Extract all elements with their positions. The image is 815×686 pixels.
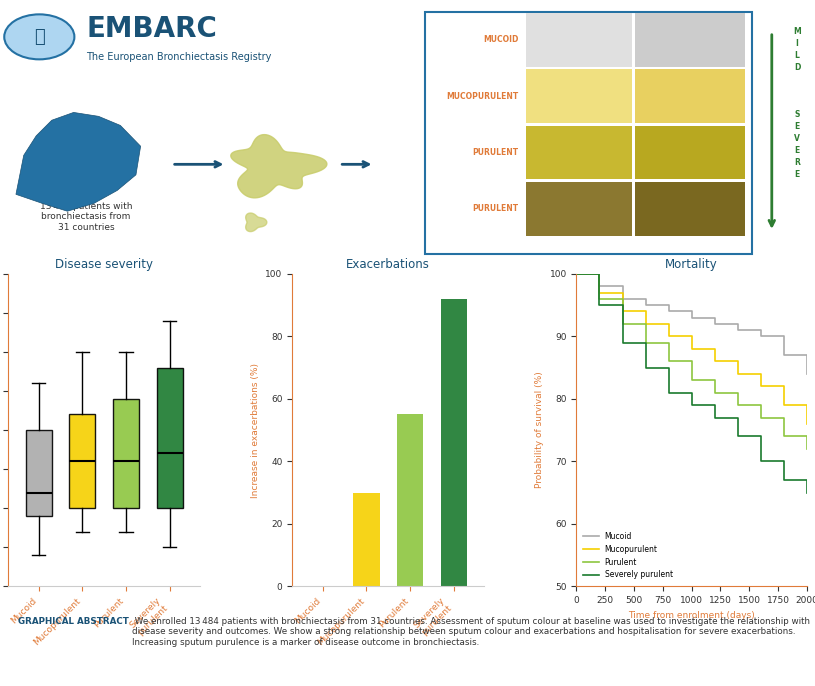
- Purulent: [618, 320, 628, 328]
- Mucoid: [595, 282, 605, 290]
- Title: Mortality: Mortality: [665, 258, 718, 271]
- Purulent: [571, 270, 581, 278]
- Mucopurulent: [663, 332, 673, 340]
- Bar: [636, 69, 745, 123]
- Text: L: L: [795, 51, 800, 60]
- Severely purulent: [571, 270, 581, 278]
- Severely purulent: [641, 364, 650, 372]
- Bar: [441, 299, 467, 587]
- Bar: [636, 126, 745, 179]
- Legend: Mucoid, Mucopurulent, Purulent, Severely purulent: Mucoid, Mucopurulent, Purulent, Severely…: [580, 529, 676, 582]
- Severely purulent: [710, 414, 720, 422]
- Text: I: I: [795, 39, 799, 48]
- PathPatch shape: [25, 430, 52, 516]
- Bar: [526, 13, 632, 67]
- Severely purulent: [802, 488, 812, 497]
- Mucoid: [687, 314, 697, 322]
- Bar: [425, 12, 752, 255]
- Bar: [526, 182, 632, 235]
- Text: 🫁: 🫁: [34, 28, 45, 46]
- Bar: [636, 182, 745, 235]
- Text: The European Bronchiectasis Registry: The European Bronchiectasis Registry: [86, 52, 271, 62]
- Mucopurulent: [756, 382, 765, 390]
- Text: S: S: [795, 110, 800, 119]
- Mucoid: [756, 332, 765, 340]
- Purulent: [663, 357, 673, 366]
- PathPatch shape: [69, 414, 95, 508]
- Title: Exacerbations: Exacerbations: [346, 258, 430, 271]
- Severely purulent: [595, 301, 605, 309]
- Mucoid: [802, 370, 812, 378]
- X-axis label: Time from enrolment (days): Time from enrolment (days): [628, 611, 755, 619]
- Purulent: [802, 445, 812, 453]
- Text: PURULENT: PURULENT: [473, 148, 518, 157]
- Mucopurulent: [733, 370, 742, 378]
- Line: Mucoid: Mucoid: [576, 274, 807, 374]
- Line: Mucopurulent: Mucopurulent: [576, 274, 807, 424]
- Severely purulent: [733, 432, 742, 440]
- Text: MUCOPURULENT: MUCOPURULENT: [447, 92, 518, 101]
- Mucoid: [571, 270, 581, 278]
- Bar: [397, 414, 423, 587]
- Text: EMBARC: EMBARC: [86, 15, 217, 43]
- Purulent: [779, 432, 789, 440]
- Mucopurulent: [802, 420, 812, 428]
- Purulent: [710, 388, 720, 397]
- Text: MUCOID: MUCOID: [483, 36, 518, 45]
- Purulent: [687, 376, 697, 384]
- Purulent: [733, 401, 742, 409]
- Severely purulent: [779, 476, 789, 484]
- Mucopurulent: [595, 288, 605, 296]
- PathPatch shape: [112, 399, 139, 508]
- Title: Disease severity: Disease severity: [55, 258, 153, 271]
- Severely purulent: [756, 457, 765, 465]
- Severely purulent: [687, 401, 697, 409]
- Circle shape: [4, 14, 74, 60]
- Text: R: R: [794, 158, 800, 167]
- Text: E: E: [795, 170, 800, 179]
- Text: D: D: [794, 63, 800, 72]
- Mucoid: [663, 307, 673, 316]
- Line: Purulent: Purulent: [576, 274, 807, 449]
- Text: PURULENT: PURULENT: [473, 204, 518, 213]
- Purulent: [595, 295, 605, 303]
- Mucoid: [618, 295, 628, 303]
- Mucoid: [641, 301, 650, 309]
- Severely purulent: [663, 388, 673, 397]
- Text: V: V: [794, 134, 800, 143]
- Y-axis label: Increase in exacerbations (%): Increase in exacerbations (%): [251, 362, 260, 497]
- Purulent: [756, 414, 765, 422]
- Mucopurulent: [571, 270, 581, 278]
- Mucopurulent: [710, 357, 720, 366]
- Mucoid: [779, 351, 789, 359]
- Text: E: E: [795, 146, 800, 155]
- Bar: [526, 69, 632, 123]
- Text: GRAPHICAL ABSTRACT: GRAPHICAL ABSTRACT: [18, 617, 129, 626]
- Mucoid: [733, 326, 742, 334]
- Severely purulent: [618, 338, 628, 346]
- Bar: [526, 126, 632, 179]
- Y-axis label: Probability of survival (%): Probability of survival (%): [535, 372, 544, 488]
- Text: M: M: [793, 27, 801, 36]
- Text: We enrolled 13 484 patients with bronchiectasis from 31 countries. Assessment of: We enrolled 13 484 patients with bronchi…: [132, 617, 810, 647]
- Mucoid: [710, 320, 720, 328]
- Text: E: E: [795, 122, 800, 131]
- Mucopurulent: [779, 401, 789, 409]
- Purulent: [641, 338, 650, 346]
- Bar: [636, 13, 745, 67]
- Mucopurulent: [641, 320, 650, 328]
- Mucopurulent: [618, 307, 628, 316]
- Bar: [354, 493, 380, 587]
- Text: 13 484 patients with
bronchiectasis from
31 countries: 13 484 patients with bronchiectasis from…: [40, 202, 132, 232]
- Line: Severely purulent: Severely purulent: [576, 274, 807, 493]
- PathPatch shape: [156, 368, 183, 508]
- Mucopurulent: [687, 344, 697, 353]
